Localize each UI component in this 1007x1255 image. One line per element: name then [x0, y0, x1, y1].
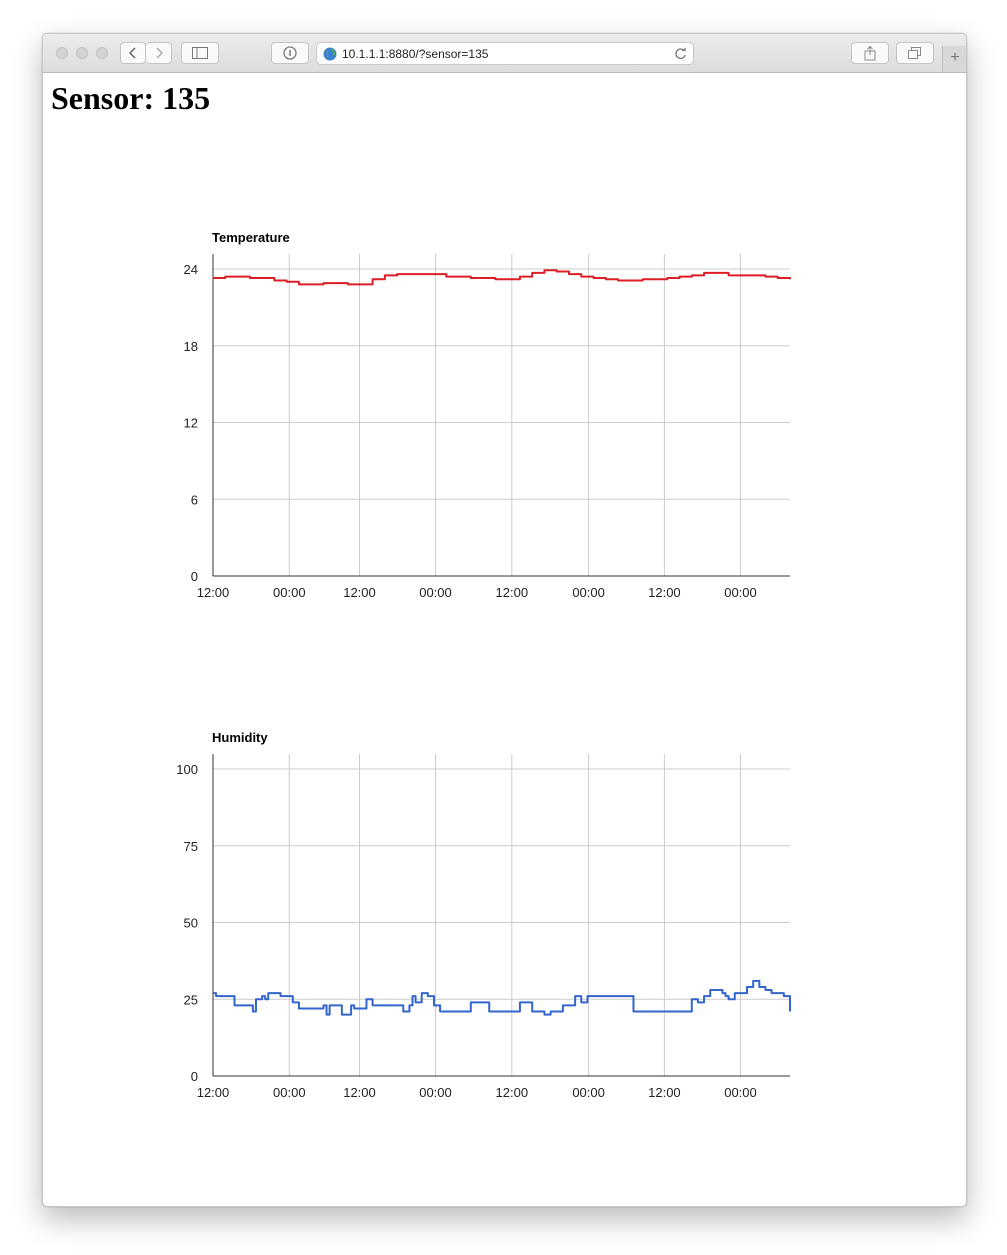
temperature-y-tick-label: 12 [184, 416, 198, 431]
humidity-x-tick-label: 00:00 [572, 1085, 605, 1100]
reload-icon[interactable] [674, 47, 687, 60]
plus-icon: + [950, 49, 960, 66]
globe-icon [323, 47, 337, 61]
humidity-x-tick-label: 12:00 [197, 1085, 230, 1100]
temperature-x-tick-label: 12:00 [496, 585, 529, 600]
browser-window: 10.1.1.1:8880/?sensor=135 + Sensor: 135 … [42, 33, 967, 1207]
temperature-x-tick-label: 00:00 [724, 585, 757, 600]
page-title: Sensor: 135 [51, 80, 211, 116]
humidity-chart: Humidity 12:00 00:00 12:00 00:00 12:00 00:00 12… [176, 730, 791, 1100]
zoom-window-icon[interactable] [96, 47, 108, 59]
temperature-x-tick-label: 12:00 [343, 585, 376, 600]
humidity-y-tick-label: 0 [191, 1069, 198, 1084]
minimize-window-icon[interactable] [76, 47, 88, 59]
share-button[interactable] [851, 42, 889, 64]
temperature-y-tick-label: 0 [191, 569, 198, 584]
humidity-x-tick-label: 00:00 [273, 1085, 306, 1100]
humidity-x-tick-label: 00:00 [724, 1085, 757, 1100]
sidebar-button[interactable] [181, 42, 219, 64]
humidity-y-tick-label: 50 [184, 916, 198, 931]
url-text: 10.1.1.1:8880/?sensor=135 [342, 47, 489, 61]
humidity-y-tick-label: 75 [184, 839, 198, 854]
share-icon [864, 45, 876, 60]
forward-button[interactable] [146, 42, 172, 64]
temperature-x-tick-label: 12:00 [648, 585, 681, 600]
temperature-chart: Temperature 12:00 00:00 12:00 00:00 12:00 00:0… [184, 230, 791, 600]
back-button[interactable] [120, 42, 146, 64]
humidity-chart-title: Humidity [212, 730, 268, 745]
humidity-y-tick-label: 100 [176, 762, 198, 777]
new-tab-button[interactable]: + [942, 46, 966, 72]
tabs-icon [908, 46, 921, 59]
temperature-y-tick-label: 6 [191, 492, 198, 507]
info-icon [283, 46, 297, 60]
humidity-series-line [213, 979, 791, 1016]
chevron-right-icon [155, 47, 163, 59]
humidity-x-tick-label: 12:00 [496, 1085, 529, 1100]
close-window-icon[interactable] [56, 47, 68, 59]
humidity-x-tick-label: 12:00 [648, 1085, 681, 1100]
sidebar-icon [192, 47, 208, 59]
temperature-y-tick-label: 18 [184, 339, 198, 354]
humidity-x-tick-label: 00:00 [419, 1085, 452, 1100]
humidity-x-tick-label: 12:00 [343, 1085, 376, 1100]
temperature-x-tick-label: 00:00 [572, 585, 605, 600]
address-bar[interactable]: 10.1.1.1:8880/?sensor=135 [316, 42, 694, 65]
temperature-x-tick-label: 12:00 [197, 585, 230, 600]
temperature-x-tick-label: 00:00 [419, 585, 452, 600]
privacy-report-button[interactable] [271, 42, 309, 64]
humidity-y-tick-label: 25 [184, 992, 198, 1007]
temperature-x-tick-label: 00:00 [273, 585, 306, 600]
tabs-overview-button[interactable] [896, 42, 934, 64]
temperature-chart-title: Temperature [212, 230, 290, 245]
browser-toolbar: 10.1.1.1:8880/?sensor=135 + [43, 34, 966, 73]
temperature-y-tick-label: 24 [184, 262, 198, 277]
temperature-series-line [213, 269, 791, 286]
chevron-left-icon [128, 47, 136, 59]
